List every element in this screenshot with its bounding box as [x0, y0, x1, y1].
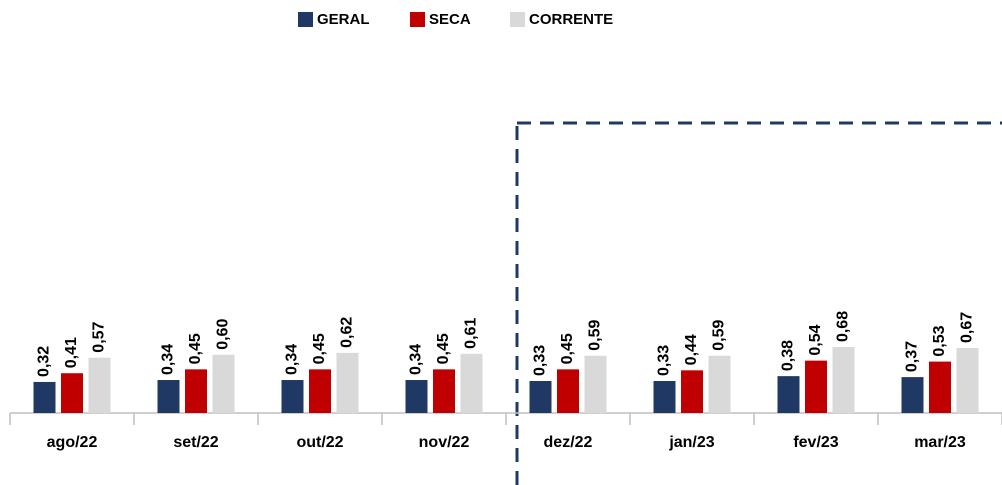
- value-label: 0,45: [435, 333, 452, 364]
- value-label: 0,45: [311, 333, 328, 364]
- value-label: 0,34: [160, 344, 177, 375]
- bar: [281, 380, 304, 413]
- x-tick-label: out/22: [296, 434, 343, 451]
- bar: [336, 352, 359, 413]
- x-tick-label: mar/23: [914, 434, 966, 451]
- value-label: 0,45: [187, 333, 204, 364]
- value-label: 0,33: [656, 345, 673, 376]
- bar: [584, 355, 607, 413]
- x-tick-label: nov/22: [419, 434, 470, 451]
- value-label: 0,59: [587, 320, 604, 351]
- bar: [557, 369, 579, 413]
- bar: [956, 348, 979, 413]
- x-tick-label: set/22: [173, 434, 218, 451]
- bar: [653, 380, 676, 413]
- legend-label: SECA: [429, 11, 471, 28]
- value-label: 0,62: [339, 317, 356, 348]
- legend-label: CORRENTE: [529, 11, 613, 28]
- bar: [88, 357, 111, 413]
- value-label: 0,54: [807, 324, 824, 355]
- bar: [832, 347, 855, 413]
- bar: [212, 354, 235, 413]
- x-tick-label: dez/22: [544, 434, 593, 451]
- value-label: 0,41: [63, 337, 80, 368]
- bar: [708, 355, 731, 413]
- bar: [805, 360, 827, 413]
- bar: [777, 376, 800, 413]
- bar: [460, 353, 483, 413]
- bar: [901, 377, 924, 413]
- value-label: 0,59: [711, 320, 728, 351]
- bar: [33, 381, 56, 413]
- x-tick-label: jan/23: [668, 434, 714, 451]
- bar: [309, 369, 331, 413]
- bar: [185, 369, 207, 413]
- bar: [405, 380, 428, 413]
- bar: [157, 380, 180, 413]
- value-label: 0,44: [683, 334, 700, 365]
- legend-swatch: [298, 12, 313, 27]
- legend-swatch: [410, 12, 425, 27]
- value-label: 0,67: [959, 312, 976, 343]
- value-label: 0,45: [559, 333, 576, 364]
- legend-swatch: [510, 12, 525, 27]
- value-label: 0,34: [408, 344, 425, 375]
- bar: [681, 370, 703, 413]
- value-label: 0,33: [532, 345, 549, 376]
- x-tick-label: ago/22: [47, 434, 98, 451]
- x-tick-label: fev/23: [793, 434, 838, 451]
- bar: [529, 380, 552, 413]
- bar: [61, 373, 83, 413]
- value-label: 0,57: [91, 321, 108, 352]
- value-label: 0,60: [215, 319, 232, 350]
- bar: [929, 361, 951, 413]
- value-label: 0,32: [36, 346, 53, 377]
- bar: [433, 369, 455, 413]
- value-label: 0,61: [463, 318, 480, 349]
- value-label: 0,37: [904, 341, 921, 372]
- value-label: 0,53: [931, 325, 948, 356]
- value-label: 0,68: [835, 311, 852, 342]
- legend-label: GERAL: [317, 11, 370, 28]
- value-label: 0,38: [780, 340, 797, 371]
- value-label: 0,34: [284, 344, 301, 375]
